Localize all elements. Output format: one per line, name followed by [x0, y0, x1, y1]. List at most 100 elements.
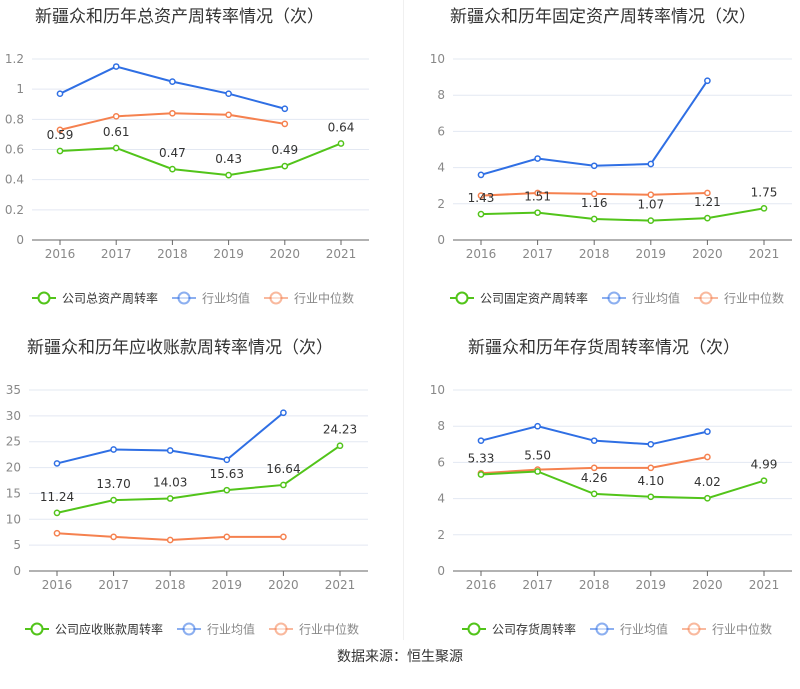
data-point-company — [110, 496, 117, 504]
data-point-median — [534, 189, 541, 197]
data-point-company — [223, 486, 231, 494]
data-point-median — [225, 111, 232, 119]
legend-marker-icon — [699, 291, 713, 305]
x-tick-label: 2017 — [98, 578, 129, 592]
data-point-median — [281, 120, 289, 128]
data-label: 4.26 — [581, 471, 608, 485]
data-point-median — [280, 533, 287, 541]
data-point-company — [169, 165, 176, 173]
y-tick-label: 15 — [6, 486, 21, 500]
legend-marker-icon — [177, 291, 191, 305]
x-tick-label: 2016 — [42, 578, 73, 592]
data-label: 0.47 — [159, 146, 186, 160]
chart-title: 新疆众和历年总资产周转率情况（次） — [35, 7, 324, 27]
data-label: 13.70 — [96, 477, 130, 491]
legend-item-median: 行业中位数 — [712, 622, 772, 637]
chart-title: 新疆众和历年应收账款周转率情况（次） — [27, 338, 333, 358]
x-tick-label: 2020 — [270, 247, 301, 261]
y-tick-label: 10 — [430, 383, 445, 397]
data-point-company — [477, 471, 485, 478]
data-label: 11.24 — [40, 490, 74, 504]
data-point-median — [110, 533, 117, 541]
data-label: 24.23 — [323, 423, 357, 437]
y-tick-label: 30 — [6, 409, 21, 423]
y-tick-label: 20 — [6, 461, 21, 475]
data-label: 1.43 — [468, 191, 495, 205]
data-source: 数据来源：恒生聚源 — [337, 649, 463, 665]
x-tick-label: 2018 — [579, 578, 610, 592]
legend-item-avg: 行业均值 — [632, 291, 680, 306]
data-label: 4.10 — [637, 474, 664, 488]
data-label: 1.16 — [581, 196, 608, 210]
x-tick-label: 2018 — [157, 247, 188, 261]
data-point-median — [590, 190, 598, 198]
series-line-avg — [59, 65, 286, 110]
data-point-company — [590, 490, 598, 498]
data-point-company — [647, 493, 655, 501]
y-tick-label: 4 — [437, 161, 445, 175]
data-point-median — [704, 453, 711, 461]
y-tick-label: 1.2 — [5, 52, 24, 66]
series-line-company — [480, 207, 765, 222]
y-tick-label: 8 — [437, 419, 445, 433]
data-point-company — [56, 147, 64, 155]
x-tick-label: 2021 — [326, 247, 357, 261]
x-tick-label: 2016 — [45, 247, 76, 261]
legend-marker-icon — [30, 622, 44, 636]
legend-item-company: 公司应收账款周转率 — [55, 622, 163, 637]
y-tick-label: 10 — [6, 512, 21, 526]
data-point-avg — [534, 155, 541, 162]
y-tick-label: 6 — [437, 455, 445, 469]
data-label: 1.75 — [751, 185, 778, 199]
data-label: 1.51 — [524, 190, 551, 204]
series-line-avg — [56, 411, 285, 465]
data-label: 5.50 — [524, 448, 551, 462]
data-point-avg — [534, 422, 541, 430]
data-point-company — [53, 509, 61, 517]
data-point-company — [336, 442, 344, 450]
legend-item-avg: 行业均值 — [202, 291, 250, 306]
chart-svg: 0 0.2 0.4 0.6 0.8 1 1.2 2016 2017 2018 2019 2020 202… — [5, 52, 369, 306]
chart-receivables-turnover: 新疆众和历年应收账款周转率情况（次） 0 5 10 15 20 25 30 35 2016 201… — [0, 331, 400, 661]
y-tick-label: 5 — [13, 538, 21, 552]
chart-svg: 0 2 4 6 8 10 2016 2017 2018 2019 2020 2021 5.33 5.50 4… — [430, 383, 792, 637]
y-tick-label: 4 — [437, 492, 445, 506]
x-tick-label: 2016 — [466, 578, 497, 592]
data-point-median — [53, 529, 61, 537]
chart-inventory-turnover: 新疆众和历年存货周转率情况（次） 0 2 4 6 8 10 2016 2017 2018 2019… — [400, 331, 800, 661]
data-label: 14.03 — [153, 475, 187, 489]
data-point-company — [647, 217, 655, 224]
legend-marker-icon — [182, 622, 196, 636]
y-tick-label: 8 — [437, 88, 445, 102]
legend-item-median: 行业中位数 — [299, 622, 359, 637]
x-tick-label: 2017 — [522, 578, 553, 592]
data-label: 1.07 — [637, 198, 664, 212]
data-label: 1.21 — [694, 195, 721, 209]
y-tick-label: 2 — [437, 197, 445, 211]
data-point-avg — [704, 77, 711, 85]
y-tick-label: 6 — [437, 124, 445, 138]
data-point-company — [760, 477, 768, 485]
x-tick-label: 2017 — [101, 247, 132, 261]
legend-item-company: 公司总资产周转率 — [62, 291, 158, 306]
data-point-avg — [56, 90, 64, 98]
data-label: 4.99 — [751, 458, 778, 472]
data-point-company — [704, 214, 711, 222]
chart-total-asset-turnover: 新疆众和历年总资产周转率情况（次） 0 0.2 0.4 0.6 0.8 1 1.2 2016 2… — [0, 0, 400, 330]
y-tick-label: 0.2 — [5, 203, 24, 217]
data-point-company — [477, 210, 485, 218]
y-tick-label: 25 — [6, 435, 21, 449]
x-tick-label: 2021 — [325, 578, 356, 592]
data-point-company — [337, 140, 345, 147]
legend-marker-icon — [595, 622, 609, 636]
data-point-company — [704, 494, 711, 502]
x-tick-label: 2019 — [213, 247, 244, 261]
data-point-company — [281, 162, 289, 170]
chart-title: 新疆众和历年固定资产周转率情况（次） — [450, 7, 756, 27]
data-point-avg — [110, 446, 117, 453]
data-point-avg — [53, 460, 61, 467]
legend-marker-icon — [687, 622, 701, 636]
data-point-company — [225, 171, 232, 179]
data-point-avg — [166, 447, 174, 454]
y-tick-label: 0 — [13, 564, 21, 578]
